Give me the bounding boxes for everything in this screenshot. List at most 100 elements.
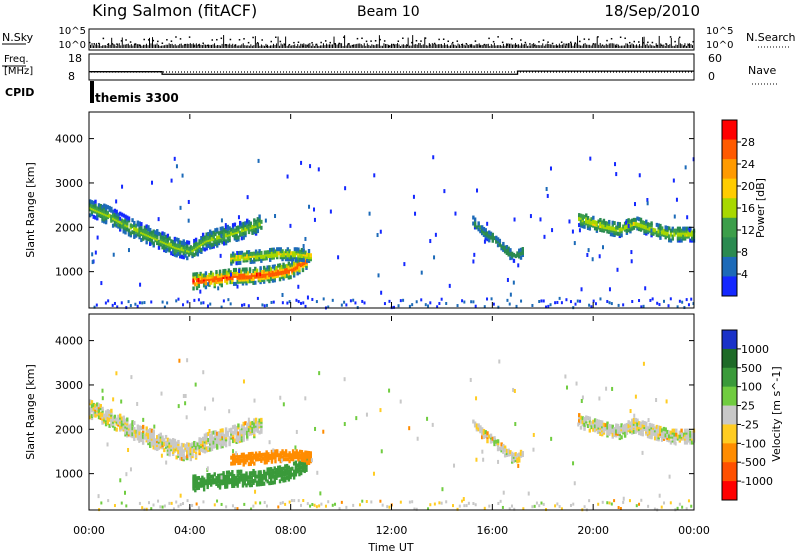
vel-cell: [475, 457, 478, 462]
vel-cell: [502, 490, 505, 495]
power-cell: [103, 203, 106, 208]
vel-cell: [518, 452, 521, 457]
power-cell: [210, 237, 214, 242]
power-cell: [402, 298, 405, 302]
vel-cell: [118, 413, 122, 418]
vel-cell: [244, 421, 247, 426]
vel-cell: [148, 427, 152, 432]
power-cell: [286, 174, 289, 179]
nsearch-point: [461, 43, 463, 46]
vel-cell: [220, 479, 223, 484]
nsearch-point: [547, 41, 549, 43]
vel-cell: [233, 453, 237, 458]
vel-cell: [236, 507, 239, 511]
power-cell: [632, 217, 636, 222]
power-cell: [289, 275, 292, 280]
power-cell: [609, 226, 613, 231]
vel-cell: [668, 474, 671, 479]
power-cell: [622, 224, 625, 229]
power-cell: [246, 218, 249, 223]
power-cell: [222, 241, 225, 246]
power-cell: [257, 158, 260, 163]
vel-cell: [124, 430, 127, 435]
power-cell: [285, 273, 289, 278]
power-cell: [200, 235, 203, 240]
vel-cell: [112, 397, 115, 402]
vel-cell: [516, 453, 519, 458]
vel-cell: [223, 441, 226, 446]
vel-cell: [289, 467, 292, 472]
power-cell: [600, 220, 604, 225]
vel-cell: [290, 453, 293, 458]
power-cell: [503, 249, 507, 254]
power-cell: [646, 198, 649, 203]
nsearch-point: [356, 37, 359, 40]
power-cell: [95, 303, 98, 307]
power-cell: [221, 236, 224, 241]
vel-cell: [145, 436, 148, 441]
power-cell: [113, 212, 117, 217]
vel-cell: [164, 434, 168, 439]
vel-cell: [429, 503, 432, 507]
vel-cell: [238, 458, 242, 463]
vel-cell: [493, 436, 496, 441]
power-cell: [443, 189, 446, 194]
power-cell: [602, 218, 606, 223]
power-cell: [266, 275, 269, 280]
time-axis-ticks: 00:00 04:00 08:00 12:00 16:00 20:00 00:00: [73, 114, 710, 537]
vel-cell: [469, 377, 472, 382]
power-cell: [482, 226, 486, 231]
power-cell: [631, 300, 634, 304]
power-cell: [682, 226, 685, 231]
velocity-colorbar-frame: [721, 329, 738, 501]
power-cell: [486, 297, 489, 301]
vel-cell: [273, 466, 276, 471]
power-cell: [184, 245, 187, 250]
vel-cell: [92, 406, 95, 411]
nsearch-point: [206, 44, 209, 47]
velocity-colorbar-swatch: [722, 405, 737, 425]
vel-cell: [249, 451, 252, 456]
power-cell: [106, 205, 110, 210]
vel-cell: [274, 459, 277, 464]
vel-cell: [240, 452, 244, 457]
vel-cell: [171, 442, 175, 447]
power-cell: [671, 226, 674, 231]
power-cell: [598, 254, 601, 259]
vel-cell: [600, 420, 604, 425]
nsearch-point: [379, 38, 381, 41]
power-cell: [145, 224, 148, 229]
power-cell: [224, 274, 227, 279]
power-cell: [599, 297, 602, 301]
vel-cell: [634, 427, 637, 432]
vel-cell: [304, 458, 307, 463]
nsearch-point: [247, 41, 250, 44]
power-cell: [491, 232, 494, 237]
vel-cell: [290, 499, 293, 503]
power-cell: [521, 247, 524, 252]
vel-cell: [687, 428, 690, 433]
power-cell: [235, 226, 238, 231]
nsearch-point: [506, 44, 508, 46]
vel-cell: [615, 423, 618, 428]
vel-cell: [318, 504, 321, 508]
vel-cell: [230, 461, 233, 466]
vel-cell: [415, 507, 418, 511]
power-cell: [529, 214, 532, 219]
power-cell: [208, 272, 211, 277]
power-y-tick-label: 1000: [55, 266, 83, 279]
vel-cell: [237, 431, 240, 436]
vel-cell: [138, 438, 141, 443]
nsearch-point: [438, 38, 440, 41]
vel-cell: [143, 433, 147, 438]
power-cell: [639, 217, 643, 222]
vel-cell: [569, 503, 572, 507]
vel-cell: [178, 446, 182, 451]
velocity-colorbar-tick-label: -500: [741, 456, 766, 469]
vel-cell: [646, 426, 650, 431]
power-cell: [583, 224, 586, 229]
power-cell: [117, 222, 120, 227]
vel-cell: [207, 445, 210, 450]
power-cell: [568, 219, 571, 224]
